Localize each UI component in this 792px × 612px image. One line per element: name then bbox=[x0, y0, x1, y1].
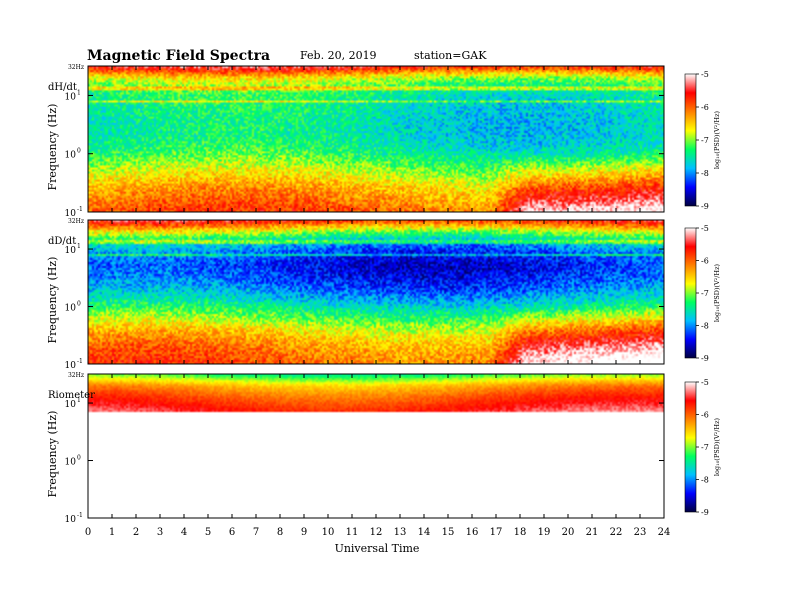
y-top-label: 32Hz bbox=[68, 218, 84, 225]
y-top-label: 32Hz bbox=[68, 64, 84, 71]
x-axis-label: Universal Time bbox=[335, 542, 420, 555]
panel-label: dD/dt bbox=[48, 236, 76, 247]
y-tick: 10 -1 bbox=[65, 206, 664, 219]
x-tick-label: 4 bbox=[181, 527, 187, 538]
spectrogram-image bbox=[88, 374, 664, 518]
x-tick-label: 11 bbox=[346, 527, 359, 538]
colorbar-gradient bbox=[684, 381, 697, 513]
spectrogram-image bbox=[88, 220, 664, 364]
x-tick-label: 21 bbox=[586, 527, 599, 538]
x-axis: 0 1 2 3 4 5 6 7 8 9 10 11 12 13 14 15 16 17 18 19 20 21 22 23 24 bbox=[85, 527, 671, 538]
colorbar: -5 -6 -7 -8 -9 log₁₀(PSD)(V²/Hz) bbox=[684, 224, 721, 363]
colorbar-tick-label: -8 bbox=[701, 169, 709, 178]
y-tick: 10 -1 bbox=[65, 358, 664, 371]
x-tick-label: 19 bbox=[538, 527, 551, 538]
y-tick-exponent: 0 bbox=[77, 148, 81, 155]
colorbar: -5 -6 -7 -8 -9 log₁₀(PSD)(V²/Hz) bbox=[684, 378, 721, 517]
x-tick-label: 18 bbox=[514, 527, 527, 538]
figure-station: station=GAK bbox=[414, 49, 487, 62]
colorbar-tick-label: -9 bbox=[701, 202, 709, 211]
y-tick-label: 10 bbox=[65, 209, 77, 219]
spectrogram-image bbox=[88, 66, 664, 212]
panel-label: dH/dt bbox=[48, 82, 77, 93]
y-tick-exponent: -1 bbox=[77, 512, 83, 519]
colorbar-tick-label: -8 bbox=[701, 322, 709, 331]
colorbar-tick-label: -5 bbox=[701, 378, 709, 387]
x-tick-label: 22 bbox=[610, 527, 623, 538]
y-tick-exponent: 1 bbox=[77, 89, 81, 96]
y-tick: 10 0 bbox=[65, 455, 664, 468]
x-tick-label: 24 bbox=[658, 527, 671, 538]
colorbar-tick-label: -5 bbox=[701, 224, 709, 233]
x-tick-label: 9 bbox=[301, 527, 307, 538]
x-tick-label: 14 bbox=[418, 527, 431, 538]
y-tick: 10 -1 bbox=[65, 512, 664, 525]
figure-date: Feb. 20, 2019 bbox=[300, 49, 377, 62]
x-tick-label: 0 bbox=[85, 527, 91, 538]
y-tick: 10 0 bbox=[65, 301, 664, 314]
colorbar-tick-label: -9 bbox=[701, 354, 709, 363]
y-tick-label: 10 bbox=[65, 304, 77, 314]
colorbar-tick-label: -6 bbox=[701, 103, 709, 112]
x-tick-label: 12 bbox=[370, 527, 383, 538]
y-tick: 10 1 bbox=[65, 243, 664, 256]
y-tick-label: 10 bbox=[65, 400, 77, 410]
x-tick-label: 8 bbox=[277, 527, 283, 538]
colorbar-label: log₁₀(PSD)(V²/Hz) bbox=[713, 417, 721, 476]
y-tick-label: 10 bbox=[65, 151, 77, 161]
figure-title: Magnetic Field Spectra bbox=[87, 48, 270, 64]
x-tick-label: 17 bbox=[490, 527, 503, 538]
y-tick-exponent: 1 bbox=[77, 243, 81, 250]
y-tick-label: 10 bbox=[65, 458, 77, 468]
colorbar-tick-label: -8 bbox=[701, 476, 709, 485]
x-tick-label: 5 bbox=[205, 527, 211, 538]
colorbar-gradient bbox=[684, 73, 697, 207]
y-tick-label: 10 bbox=[65, 515, 77, 525]
x-tick-label: 10 bbox=[322, 527, 335, 538]
colorbar-tick-label: -5 bbox=[701, 70, 709, 79]
y-tick: 10 1 bbox=[65, 397, 664, 410]
y-axis-label: Frequency (Hz) bbox=[46, 257, 59, 344]
y-tick-label: 10 bbox=[65, 361, 77, 371]
x-tick-label: 6 bbox=[229, 527, 235, 538]
y-tick-exponent: 0 bbox=[77, 455, 81, 462]
colorbar-label: log₁₀(PSD)(V²/Hz) bbox=[713, 110, 721, 169]
colorbar-tick-label: -7 bbox=[701, 136, 709, 145]
colorbar-tick-label: -7 bbox=[701, 289, 709, 298]
x-tick-label: 20 bbox=[562, 527, 575, 538]
colorbar-tick-label: -6 bbox=[701, 257, 709, 266]
colorbar-tick-label: -7 bbox=[701, 443, 709, 452]
x-tick-label: 13 bbox=[394, 527, 407, 538]
colorbar-tick-label: -9 bbox=[701, 508, 709, 517]
x-tick-label: 3 bbox=[157, 527, 163, 538]
y-axis-label: Frequency (Hz) bbox=[46, 104, 59, 191]
y-tick: 10 1 bbox=[65, 89, 664, 102]
x-tick-label: 7 bbox=[253, 527, 259, 538]
y-tick-exponent: -1 bbox=[77, 206, 83, 213]
x-tick-label: 1 bbox=[109, 527, 115, 538]
panel-label: Riometer bbox=[48, 390, 95, 401]
y-axis-label: Frequency (Hz) bbox=[46, 411, 59, 498]
colorbar-tick-label: -6 bbox=[701, 411, 709, 420]
y-top-label: 32Hz bbox=[68, 372, 84, 379]
x-tick-label: 2 bbox=[133, 527, 139, 538]
y-tick: 10 0 bbox=[65, 148, 664, 161]
y-tick-label: 10 bbox=[65, 92, 77, 102]
x-tick-label: 15 bbox=[442, 527, 455, 538]
colorbar: -5 -6 -7 -8 -9 log₁₀(PSD)(V²/Hz) bbox=[684, 70, 721, 211]
x-tick-label: 16 bbox=[466, 527, 479, 538]
x-tick-label: 23 bbox=[634, 527, 647, 538]
y-tick-exponent: 0 bbox=[77, 301, 81, 308]
colorbar-gradient bbox=[684, 227, 697, 359]
y-tick-label: 10 bbox=[65, 246, 77, 256]
y-tick-exponent: 1 bbox=[77, 397, 81, 404]
y-tick-exponent: -1 bbox=[77, 358, 83, 365]
colorbar-label: log₁₀(PSD)(V²/Hz) bbox=[713, 263, 721, 322]
